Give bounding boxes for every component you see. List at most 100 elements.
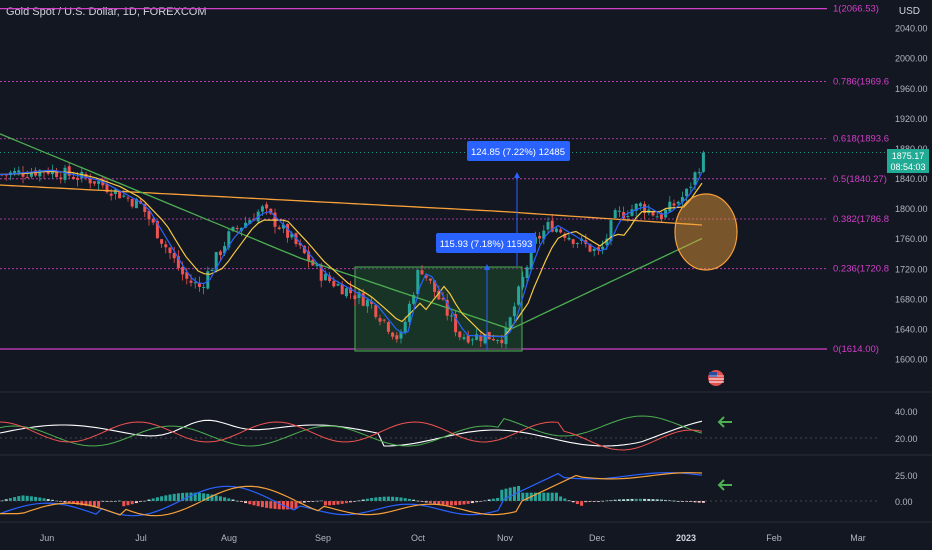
macd-histogram-bar [378, 496, 382, 501]
candle-body [416, 269, 420, 295]
price-tick: 1640.00 [895, 324, 928, 334]
time-tick: 2023 [676, 533, 696, 543]
candle-body [403, 321, 407, 333]
candle-body [538, 235, 542, 239]
time-tick: Jun [40, 533, 55, 543]
macd-histogram-bar [260, 501, 264, 508]
macd-histogram-bar [332, 501, 336, 505]
candle-body [353, 295, 357, 300]
macd-histogram-bar [470, 501, 474, 504]
macd-tick-25: 25.00 [895, 471, 918, 481]
macd-histogram-bar [239, 501, 243, 502]
candle-body [248, 220, 252, 225]
candle-body [697, 172, 701, 174]
candle-body [206, 271, 210, 289]
candle-body [638, 203, 642, 207]
macd-histogram-bar [256, 501, 260, 507]
macd-histogram-bar [361, 499, 365, 501]
candle-body [668, 201, 672, 212]
candle-body [542, 230, 546, 240]
macd-histogram-bar [508, 487, 512, 501]
macd-histogram-bar [134, 501, 138, 504]
candle-body [227, 231, 231, 248]
crossover-highlight [674, 193, 738, 271]
macd-histogram-bar [0, 500, 4, 502]
candle-body [517, 286, 521, 305]
adx-line [0, 419, 703, 447]
candle-body [554, 228, 558, 232]
macd-histogram-bar [504, 488, 508, 501]
candle-body [155, 220, 159, 239]
price-tick: 1760.00 [895, 234, 928, 244]
macd-histogram-bar [210, 494, 214, 501]
adx-tick-20: 20.00 [895, 434, 918, 444]
time-tick: Jul [135, 533, 147, 543]
price-tick: 1800.00 [895, 204, 928, 214]
candle-body [701, 152, 705, 172]
candle-body [197, 282, 201, 287]
macd-histogram-bar [554, 492, 558, 501]
macd-histogram-bar [206, 493, 210, 501]
candle-body [63, 167, 67, 180]
candle-body [105, 184, 109, 193]
macd-histogram-bar [416, 500, 420, 502]
macd-histogram-bar [227, 498, 231, 501]
us-flag-icon[interactable] [708, 370, 724, 386]
fib-label: 0.5(1840.27) [833, 174, 887, 185]
candle-body [277, 227, 281, 230]
macd-histogram-bar [181, 492, 185, 501]
candle-body [193, 282, 197, 284]
time-tick: Sep [315, 533, 331, 543]
macd-histogram-bar [546, 492, 550, 501]
macd-histogram-bar [349, 501, 353, 503]
candle-body [67, 166, 71, 176]
candle-body [475, 334, 479, 340]
macd-histogram-bar [588, 501, 592, 502]
macd-histogram-bar [538, 492, 542, 501]
candle-body [176, 256, 180, 268]
time-tick: Aug [221, 533, 237, 543]
macd-histogram-bar [449, 501, 453, 506]
candle-body [634, 203, 638, 211]
macd-histogram-bar [273, 501, 277, 509]
macd-histogram-bar [622, 499, 626, 501]
macd-histogram-bar [550, 492, 554, 501]
candle-body [185, 272, 189, 279]
macd-histogram-bar [218, 496, 222, 501]
candle-body [29, 172, 33, 177]
candle-body [126, 197, 130, 199]
candle-body [134, 198, 138, 209]
candle-body [71, 176, 75, 179]
last-price-badge [887, 149, 929, 173]
macd-histogram-bar [38, 497, 42, 501]
candle-body [693, 172, 697, 185]
price-tick: 2040.00 [895, 24, 928, 34]
macd-histogram-bar [596, 501, 600, 502]
candle-body [38, 170, 42, 177]
macd-histogram-bar [571, 501, 575, 503]
candle-body [269, 208, 273, 214]
candle-body [483, 334, 487, 344]
macd-histogram-bar [21, 495, 25, 501]
macd-histogram-bar [441, 501, 445, 506]
candle-body [575, 242, 579, 244]
candle-body [4, 174, 8, 176]
macd-histogram-bar [609, 500, 613, 501]
macd-histogram-bar [4, 499, 8, 501]
macd-histogram-bar [294, 501, 298, 509]
macd-histogram-bar [676, 500, 680, 502]
measure-box-1 [436, 233, 536, 253]
macd-histogram-bar [223, 497, 227, 501]
macd-histogram-bar [592, 501, 596, 502]
price-tick: 1960.00 [895, 84, 928, 94]
di-plus-line [0, 415, 703, 447]
candle-body [395, 335, 399, 340]
macd-histogram-bar [433, 501, 437, 505]
macd-histogram-bar [8, 498, 12, 501]
measure-arrowhead-1 [484, 264, 490, 270]
macd-histogram-bar [365, 498, 369, 501]
macd-histogram-bar [202, 493, 206, 501]
candle-body [424, 275, 428, 278]
ema-10-line [0, 169, 703, 338]
